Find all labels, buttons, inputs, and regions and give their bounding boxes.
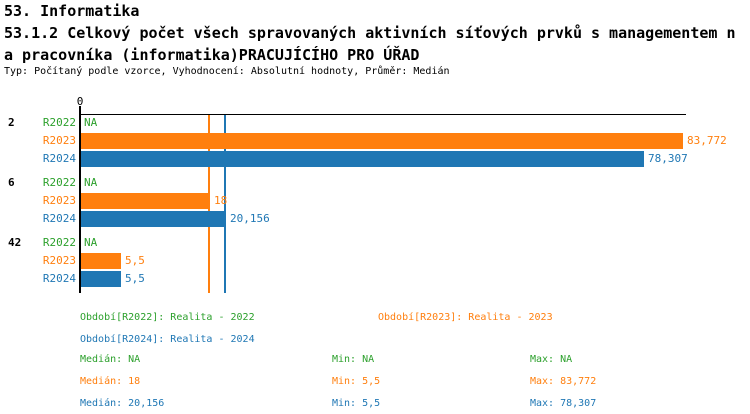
na-label: NA — [84, 236, 98, 249]
stat-median-r2022: Medián: NA — [80, 354, 141, 365]
y-axis-line — [79, 106, 81, 293]
bar — [81, 151, 644, 167]
stat-max-r2024: Max: 78,307 — [530, 398, 597, 409]
x-axis-tick-label: 0 — [76, 95, 84, 108]
row-label: R2024 — [42, 272, 76, 285]
legend-item-r2024: Období[R2024]: Realita - 2024 — [80, 334, 255, 345]
bar — [81, 193, 210, 209]
na-label: NA — [84, 116, 98, 129]
report-meta-line: Typ: Počítaný podle vzorce, Vyhodnocení:… — [4, 66, 450, 77]
bar — [81, 253, 121, 269]
stat-min-r2023: Min: 5,5 — [332, 376, 381, 387]
bar-value-label: 18 — [214, 194, 228, 207]
stat-max-r2023: Max: 83,772 — [530, 376, 597, 387]
bar-value-label: 83,772 — [687, 134, 727, 147]
report-section-title: 53. Informatika — [4, 2, 140, 20]
bar — [81, 271, 121, 287]
stat-median-r2024: Medián: 20,156 — [80, 398, 165, 409]
row-label: R2023 — [42, 254, 76, 267]
row-label: R2024 — [42, 152, 76, 165]
stat-min-r2022: Min: NA — [332, 354, 375, 365]
legend-item-r2022: Období[R2022]: Realita - 2022 — [80, 312, 255, 323]
median-line-r2024 — [224, 115, 226, 293]
row-label: R2024 — [42, 212, 76, 225]
report-subtitle-line1: 53.1.2 Celkový počet všech spravovaných … — [4, 24, 736, 42]
row-label: R2023 — [42, 134, 76, 147]
stat-min-r2024: Min: 5,5 — [332, 398, 381, 409]
bar-value-label: 5,5 — [125, 254, 145, 267]
row-label: R2022 — [42, 176, 76, 189]
bar-value-label: 5,5 — [125, 272, 145, 285]
stat-median-r2023: Medián: 18 — [80, 376, 141, 387]
bar — [81, 211, 226, 227]
legend-item-r2023: Období[R2023]: Realita - 2023 — [378, 312, 553, 323]
row-label: R2023 — [42, 194, 76, 207]
bar — [81, 133, 683, 149]
row-label: R2022 — [42, 236, 76, 249]
bar-value-label: 78,307 — [648, 152, 688, 165]
report-subtitle-line2: a pracovníka (informatika)PRACUJÍCÍHO PR… — [4, 46, 420, 64]
category-label: 6 — [8, 176, 15, 189]
x-axis-line — [80, 114, 686, 115]
bar-value-label: 20,156 — [230, 212, 270, 225]
row-label: R2022 — [42, 116, 76, 129]
category-label: 42 — [8, 236, 22, 249]
stat-max-r2022: Max: NA — [530, 354, 573, 365]
category-label: 2 — [8, 116, 15, 129]
na-label: NA — [84, 176, 98, 189]
